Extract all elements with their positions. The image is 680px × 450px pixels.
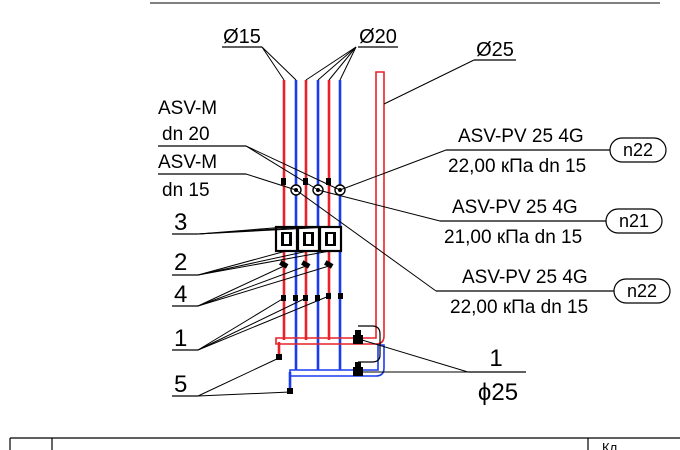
label-asvm-dn20-size: dn 20	[162, 124, 210, 145]
return-main-d25	[289, 344, 385, 377]
drain-valve-return	[287, 388, 293, 394]
valve-1-tag: n22	[623, 140, 653, 160]
valve-1-title: ASV-PV 25 4G	[458, 126, 584, 147]
valve-3-tag: n22	[627, 281, 657, 301]
supply-main-d25	[275, 71, 385, 345]
label-asvm-dn15-size: dn 15	[162, 180, 210, 201]
valve1-2	[293, 295, 298, 301]
drain-valve-supply	[276, 354, 282, 360]
tag-bubble-3	[613, 278, 671, 304]
valve1-4	[315, 295, 320, 301]
tag-bubble-2	[605, 208, 663, 234]
valve-2-title: ASV-PV 25 4G	[452, 197, 578, 218]
label-asvm-dn20-title: ASV-M	[158, 98, 217, 119]
valve-3-title: ASV-PV 25 4G	[462, 267, 588, 288]
valve4-2	[301, 260, 311, 269]
item-1-right-label: 1	[489, 345, 502, 372]
valve4-3	[324, 260, 334, 269]
tag-bubble-1	[609, 137, 667, 163]
mark-1	[281, 178, 286, 185]
item-4-label: 4	[174, 281, 187, 308]
title-block-corner-text: Кл .	[602, 440, 624, 450]
leader-lines	[158, 46, 614, 397]
mark-3	[326, 178, 331, 185]
main-valve-supply	[353, 330, 363, 344]
bypass-loop	[358, 325, 381, 363]
meter-box-1	[274, 225, 299, 253]
main-valve-return	[353, 362, 363, 376]
pipe-risers	[275, 71, 385, 392]
valve-2-tag: n21	[619, 211, 649, 231]
item-3-label: 3	[174, 209, 187, 236]
valve4-1	[279, 260, 289, 269]
item-5-label: 5	[174, 371, 187, 398]
fittings	[274, 178, 363, 394]
mark-2	[303, 178, 308, 185]
item-2-label: 2	[174, 249, 187, 276]
diameter-phi25-label: ϕ25	[478, 379, 518, 406]
valve1-6	[338, 293, 343, 299]
title-block: Кл .	[9, 437, 680, 450]
label-d25: Ø25	[476, 39, 514, 61]
label-asvm-dn15-title: ASV-M	[158, 152, 217, 173]
valve-1-detail: 22,00 кПа dn 15	[448, 156, 586, 177]
valve-3-detail: 22,00 кПа dn 15	[450, 297, 588, 318]
item-1-left-label: 1	[174, 325, 187, 352]
meter-box-3	[318, 225, 343, 253]
label-d20: Ø20	[359, 26, 397, 48]
valve-2-detail: 21,00 кПа dn 15	[444, 227, 582, 248]
meter-box-2	[296, 225, 321, 253]
label-d15: Ø15	[223, 26, 261, 48]
